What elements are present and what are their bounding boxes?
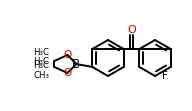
Text: O: O xyxy=(63,50,72,60)
Text: B: B xyxy=(72,57,80,70)
Text: O: O xyxy=(127,25,136,35)
Text: H₃C: H₃C xyxy=(33,57,49,66)
Text: H₃C: H₃C xyxy=(33,48,49,56)
Text: H₃C: H₃C xyxy=(33,61,49,70)
Text: O: O xyxy=(63,68,72,78)
Text: F: F xyxy=(162,71,168,81)
Text: CH₃: CH₃ xyxy=(33,71,49,80)
